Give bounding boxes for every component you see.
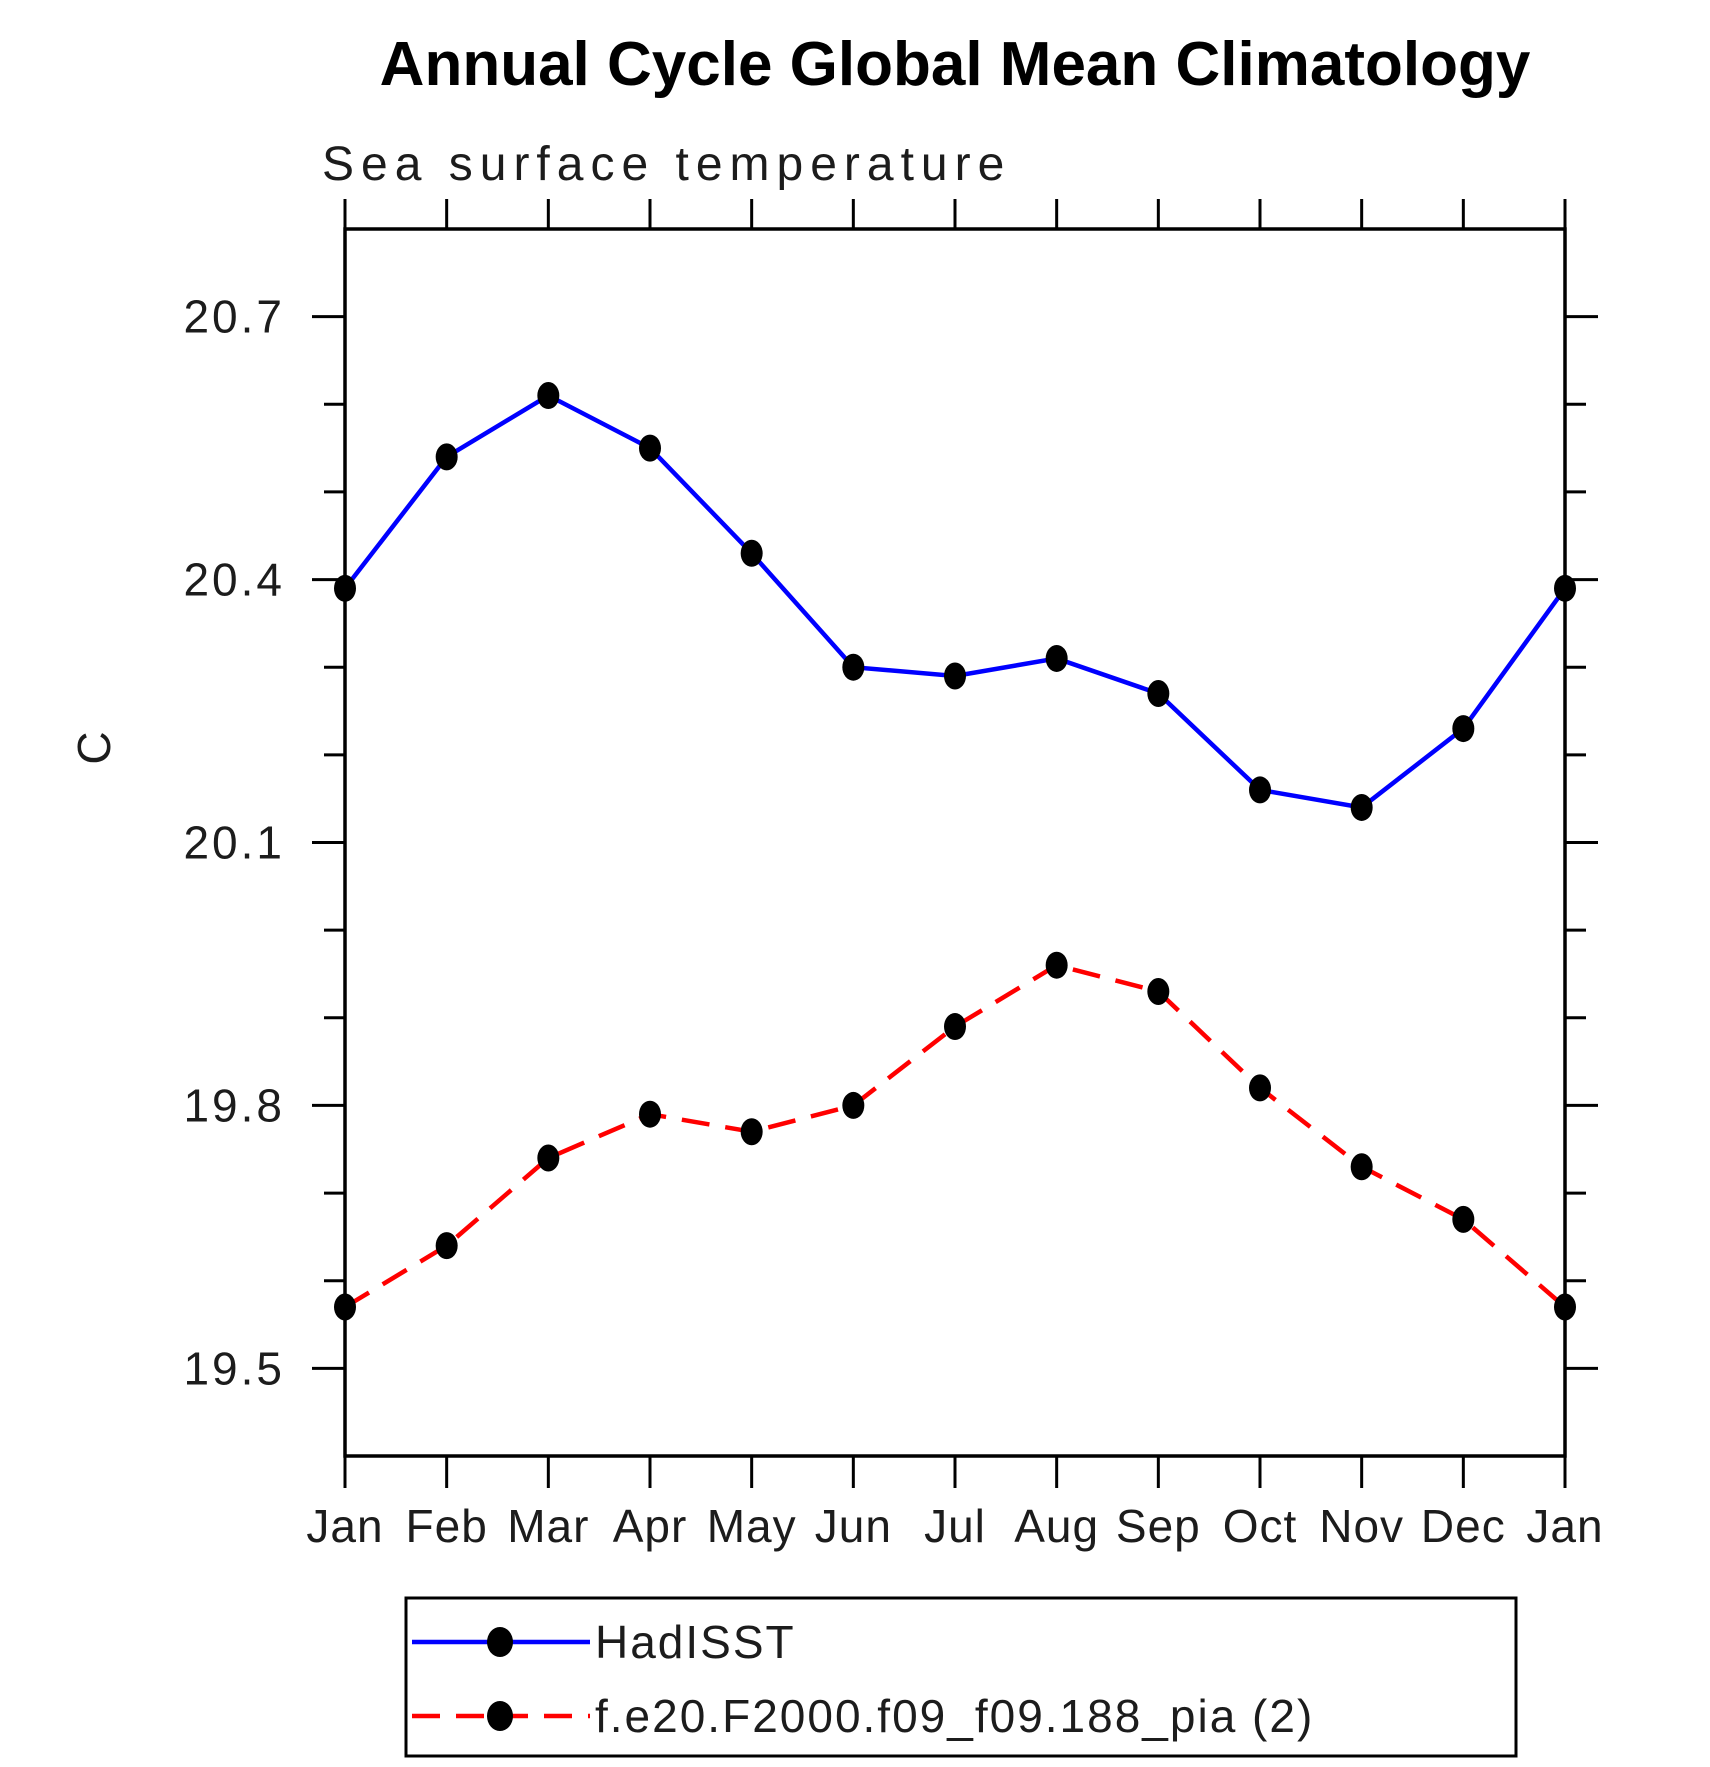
legend-label-model: f.e20.F2000.f09_f09.188_pia (2) xyxy=(595,1690,1314,1742)
data-point-marker xyxy=(435,443,458,471)
y-tick-label: 20.7 xyxy=(183,291,285,343)
data-point-marker xyxy=(1350,1153,1373,1181)
x-tick-label: Jan xyxy=(1526,1500,1603,1552)
data-point-marker xyxy=(435,1232,458,1260)
data-point-marker xyxy=(537,382,560,410)
legend-box xyxy=(404,1596,1518,1758)
y-tick-label: 20.4 xyxy=(183,554,285,606)
x-tick-label: Aug xyxy=(1014,1500,1099,1552)
x-tick-label: May xyxy=(707,1500,797,1552)
x-tick-label: Oct xyxy=(1223,1500,1298,1552)
plot-border xyxy=(343,227,1567,1458)
data-point-marker xyxy=(1350,793,1373,821)
data-point-marker xyxy=(1147,977,1170,1005)
x-tick-label: Jul xyxy=(924,1500,986,1552)
y-tick-label: 20.1 xyxy=(183,817,285,869)
data-point-marker xyxy=(842,653,865,681)
data-point-marker xyxy=(944,1013,966,1041)
x-tick-label: Jan xyxy=(306,1500,383,1552)
data-point-marker xyxy=(1147,680,1170,708)
data-point-marker xyxy=(1045,644,1068,672)
x-tick-label: Nov xyxy=(1319,1500,1404,1552)
data-point-marker xyxy=(334,1293,356,1321)
data-point-marker xyxy=(1045,951,1068,979)
data-point-marker xyxy=(740,539,763,567)
legend-swatch-marker xyxy=(487,1627,513,1657)
series-layer xyxy=(334,382,1576,1321)
series-line-solid xyxy=(343,392,1567,810)
data-point-marker xyxy=(1452,1205,1475,1233)
data-point-marker xyxy=(537,1144,560,1172)
x-tick-label: Feb xyxy=(406,1500,488,1552)
data-point-marker xyxy=(639,434,661,462)
data-point-marker xyxy=(944,662,966,690)
y-tick-label: 19.5 xyxy=(183,1342,285,1394)
x-tick-label: Jun xyxy=(815,1500,892,1552)
data-point-marker xyxy=(1249,1074,1271,1102)
data-point-marker xyxy=(740,1118,763,1146)
legend-swatch-marker xyxy=(487,1701,513,1731)
x-tick-label: Mar xyxy=(507,1500,589,1552)
data-point-marker xyxy=(639,1100,661,1128)
x-tick-label: Sep xyxy=(1116,1500,1201,1552)
x-tick-label: Apr xyxy=(613,1500,688,1552)
data-point-marker xyxy=(842,1091,865,1119)
data-point-marker xyxy=(334,574,356,602)
data-point-marker xyxy=(1554,574,1576,602)
legend-label-hadisst: HadISST xyxy=(595,1616,796,1668)
chart-title: Annual Cycle Global Mean Climatology xyxy=(380,30,1531,99)
x-tick-label: Dec xyxy=(1421,1500,1506,1552)
data-point-marker xyxy=(1249,776,1271,804)
y-axis-title: C xyxy=(68,731,120,764)
chart-subtitle: Sea surface temperature xyxy=(322,138,1011,191)
legend-swatches xyxy=(412,1627,590,1731)
data-point-marker xyxy=(1554,1293,1576,1321)
y-tick-label: 19.8 xyxy=(183,1079,285,1131)
data-point-marker xyxy=(1452,715,1475,743)
axis-ticks: Jan Feb Mar Apr May Jun Jul Aug Sep Oct Nov Dec Jan 1… xyxy=(183,199,1603,1552)
